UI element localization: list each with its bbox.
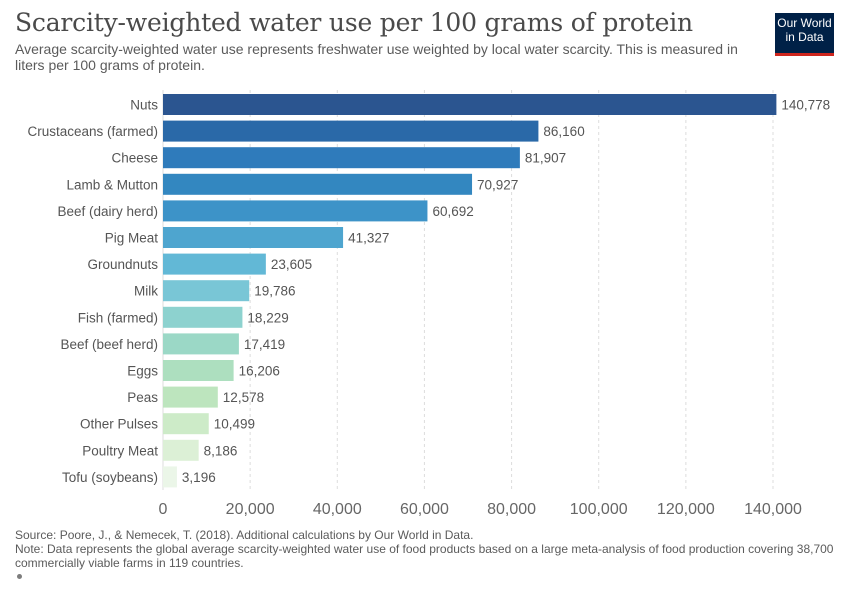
x-tick-label: 0: [159, 501, 168, 518]
x-tick-label: 120,000: [657, 501, 715, 518]
category-label: Poultry Meat: [82, 443, 158, 458]
x-tick-label: 140,000: [744, 501, 802, 518]
x-tick-label: 80,000: [487, 501, 536, 518]
value-label: 86,160: [543, 124, 584, 139]
bar: [163, 333, 239, 355]
value-label: 41,327: [348, 231, 389, 246]
category-label: Nuts: [130, 98, 158, 113]
category-label: Beef (beef herd): [60, 337, 158, 352]
category-label: Crustaceans (farmed): [27, 124, 158, 139]
category-label: Eggs: [127, 364, 158, 379]
category-label: Pig Meat: [105, 231, 159, 246]
x-tick-label: 60,000: [400, 501, 449, 518]
value-label: 60,692: [432, 204, 473, 219]
category-label: Peas: [127, 390, 158, 405]
bar-chart: Nuts Crustaceans (farmed) Cheese Lamb & Mut…: [27, 90, 830, 518]
page-indicator-dot[interactable]: [17, 574, 22, 579]
value-label: 16,206: [239, 364, 280, 379]
logo-line-1: Our World: [777, 16, 832, 30]
value-labels: 140,778 86,160 81,907 70,927 60,692 41,327 23,…: [182, 98, 830, 485]
value-label: 17,419: [244, 337, 285, 352]
category-label: Milk: [134, 284, 158, 299]
bar: [163, 439, 199, 461]
value-label: 18,229: [247, 310, 288, 325]
category-label: Other Pulses: [80, 417, 158, 432]
bar: [163, 360, 234, 381]
bar: [163, 147, 520, 169]
note-text: Note: Data represents the global average…: [15, 542, 834, 570]
bar: [163, 253, 266, 275]
value-label: 70,927: [477, 177, 518, 192]
value-label: 10,499: [214, 417, 255, 432]
chart-title: Scarcity-weighted water use per 100 gram…: [15, 8, 693, 37]
value-label: 8,186: [204, 443, 238, 458]
x-tick-label: 100,000: [570, 501, 628, 518]
source-text: Source: Poore, J., & Nemecek, T. (2018).…: [15, 528, 474, 542]
bar: [163, 306, 243, 328]
x-tick-labels: 0 20,000 40,000 60,000 80,000 100,000 120,000 1…: [159, 501, 802, 518]
category-label: Fish (farmed): [78, 310, 158, 325]
bar: [163, 173, 473, 195]
bar: [163, 280, 250, 302]
value-label: 12,578: [223, 390, 264, 405]
bar: [163, 413, 209, 435]
x-tick-label: 20,000: [226, 501, 275, 518]
category-labels: Nuts Crustaceans (farmed) Cheese Lamb & Mut…: [27, 98, 158, 485]
category-label: Lamb & Mutton: [66, 177, 158, 192]
category-label: Beef (dairy herd): [57, 204, 158, 219]
logo-line-2: in Data: [785, 30, 824, 44]
bars: [163, 94, 777, 488]
category-label: Groundnuts: [87, 257, 158, 272]
bar: [163, 120, 539, 142]
owid-logo[interactable]: Our World in Data: [775, 13, 834, 56]
x-tick-label: 40,000: [313, 501, 362, 518]
value-label: 3,196: [182, 470, 216, 485]
bar: [163, 227, 344, 248]
chart-subtitle: Average scarcity-weighted water use repr…: [15, 41, 738, 73]
bar: [163, 386, 218, 408]
bar: [163, 200, 428, 222]
bar: [163, 94, 777, 115]
bar: [163, 466, 177, 488]
value-label: 140,778: [781, 98, 830, 113]
chart-footer: Source: Poore, J., & Nemecek, T. (2018).…: [15, 528, 835, 570]
value-label: 81,907: [525, 151, 566, 166]
value-label: 19,786: [254, 284, 295, 299]
value-label: 23,605: [271, 257, 312, 272]
category-label: Tofu (soybeans): [62, 470, 158, 485]
category-label: Cheese: [111, 151, 158, 166]
